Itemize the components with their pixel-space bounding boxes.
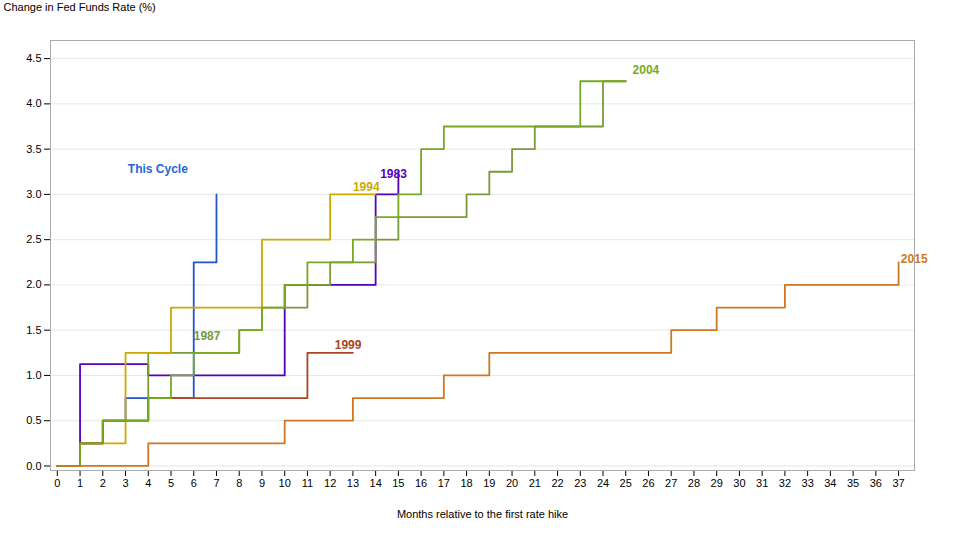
svg-text:14: 14 <box>370 477 382 489</box>
svg-text:31: 31 <box>756 477 768 489</box>
svg-text:1983: 1983 <box>380 167 407 181</box>
svg-text:9: 9 <box>259 477 265 489</box>
svg-text:6: 6 <box>191 477 197 489</box>
svg-text:19: 19 <box>483 477 495 489</box>
svg-text:4: 4 <box>145 477 151 489</box>
svg-text:30: 30 <box>733 477 745 489</box>
svg-text:5: 5 <box>168 477 174 489</box>
svg-text:28: 28 <box>688 477 700 489</box>
svg-text:34: 34 <box>824 477 836 489</box>
svg-text:29: 29 <box>711 477 723 489</box>
svg-text:21: 21 <box>529 477 541 489</box>
svg-text:3: 3 <box>122 477 128 489</box>
svg-text:4.0: 4.0 <box>26 97 41 109</box>
svg-text:24: 24 <box>597 477 609 489</box>
svg-text:36: 36 <box>870 477 882 489</box>
svg-text:17: 17 <box>438 477 450 489</box>
svg-text:3.5: 3.5 <box>26 143 41 155</box>
svg-text:1.5: 1.5 <box>26 324 41 336</box>
svg-text:1999: 1999 <box>335 338 362 352</box>
svg-text:18: 18 <box>460 477 472 489</box>
svg-text:27: 27 <box>665 477 677 489</box>
svg-text:0.5: 0.5 <box>26 414 41 426</box>
svg-text:25: 25 <box>620 477 632 489</box>
svg-text:2.0: 2.0 <box>26 278 41 290</box>
svg-text:37: 37 <box>892 477 904 489</box>
svg-text:13: 13 <box>347 477 359 489</box>
svg-text:1987: 1987 <box>194 329 221 343</box>
svg-text:12: 12 <box>324 477 336 489</box>
svg-text:33: 33 <box>802 477 814 489</box>
svg-text:26: 26 <box>642 477 654 489</box>
svg-text:1.0: 1.0 <box>26 369 41 381</box>
svg-text:20: 20 <box>506 477 518 489</box>
svg-text:7: 7 <box>213 477 219 489</box>
svg-text:1: 1 <box>77 477 83 489</box>
svg-text:This Cycle: This Cycle <box>128 162 188 176</box>
svg-text:3.0: 3.0 <box>26 188 41 200</box>
svg-text:0: 0 <box>54 477 60 489</box>
svg-text:11: 11 <box>302 477 313 489</box>
svg-text:10: 10 <box>279 477 291 489</box>
svg-text:2004: 2004 <box>633 63 660 77</box>
svg-text:2.5: 2.5 <box>26 233 41 245</box>
svg-text:16: 16 <box>415 477 427 489</box>
svg-text:0.0: 0.0 <box>26 459 41 471</box>
svg-text:Change in Fed Funds Rate (%): Change in Fed Funds Rate (%) <box>4 1 156 13</box>
svg-text:4.5: 4.5 <box>26 52 41 64</box>
svg-text:Months relative to the first r: Months relative to the first rate hike <box>397 508 568 520</box>
svg-text:8: 8 <box>236 477 242 489</box>
svg-text:22: 22 <box>551 477 563 489</box>
svg-text:2015: 2015 <box>900 252 928 267</box>
svg-text:35: 35 <box>847 477 859 489</box>
svg-text:32: 32 <box>779 477 791 489</box>
svg-text:15: 15 <box>392 477 404 489</box>
svg-text:2: 2 <box>100 477 106 489</box>
svg-text:23: 23 <box>574 477 586 489</box>
svg-text:1994: 1994 <box>353 180 380 194</box>
